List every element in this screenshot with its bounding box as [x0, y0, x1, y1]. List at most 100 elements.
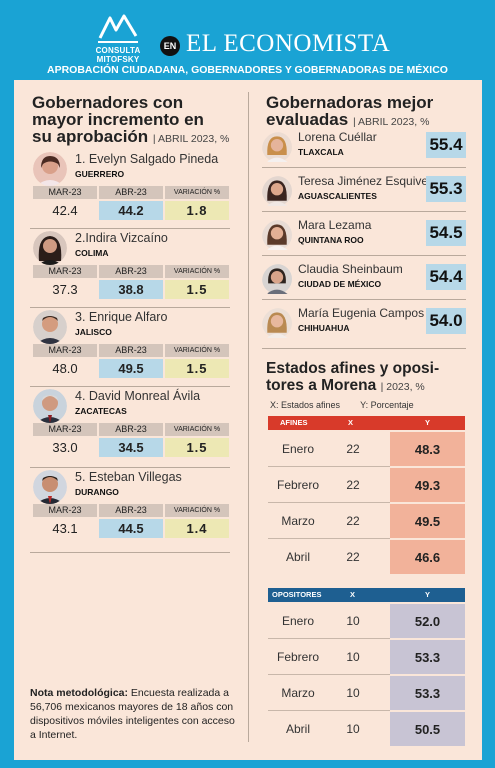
governor-state: GUERRERO	[75, 169, 125, 179]
governor-name: María Eugenia Campos	[298, 306, 425, 320]
avatar	[262, 264, 296, 298]
value-var: 1.5	[165, 438, 229, 457]
governor-name: Claudia Sheinbaum	[298, 262, 403, 276]
governor-name: Mara Lezama	[298, 218, 372, 232]
table-row: Marzo 22 49.5	[268, 504, 465, 539]
col-header-var: VARIACIÓN %	[165, 504, 229, 517]
row-divider	[30, 552, 230, 553]
month-cell: Enero	[281, 614, 315, 628]
row-divider	[30, 228, 230, 229]
value-var: 1.5	[165, 359, 229, 378]
left-section-date: | ABRIL 2023, %	[152, 133, 230, 145]
col-header-abr: ABR-23	[99, 504, 163, 517]
x-cell: 10	[346, 686, 360, 700]
brand-title: EL ECONOMISTA	[186, 30, 391, 57]
avatar	[33, 310, 67, 344]
governor-card: Mara Lezama QUINTANA ROO 54.5	[262, 218, 466, 256]
governor-name: Teresa Jiménez Esquivel	[298, 174, 431, 188]
approval-score: 55.4	[426, 132, 466, 158]
row-divider	[30, 307, 230, 308]
governor-state: CHIHUAHUA	[298, 323, 350, 333]
row-divider	[262, 167, 466, 168]
col-header-abr: ABR-23	[99, 186, 163, 199]
value-mar: 48.0	[52, 361, 78, 376]
column-divider	[248, 92, 249, 742]
avatar	[262, 176, 296, 210]
col-header-abr: ABR-23	[99, 423, 163, 436]
header: CONSULTA MITOFSKY EN EL ECONOMISTA APROB…	[0, 0, 495, 80]
col-header-var: VARIACIÓN %	[165, 186, 229, 199]
col-header-var: VARIACIÓN %	[165, 423, 229, 436]
y-cell: 49.3	[390, 468, 465, 503]
governor-card: 4. David Monreal Ávila ZACATECAS MAR-23 …	[33, 389, 229, 467]
row-divider	[262, 348, 466, 349]
y-cell: 53.3	[390, 640, 465, 675]
consulta-mitofsky-logo: CONSULTA MITOFSKY	[78, 14, 158, 64]
table-row: Marzo 10 53.3	[268, 676, 465, 711]
approval-table: MAR-23 ABR-23 VARIACIÓN % 42.4 44.2 1.8	[33, 186, 229, 222]
x-cell: 10	[346, 722, 360, 736]
x-cell: 10	[346, 614, 360, 628]
approval-score: 55.3	[426, 176, 466, 202]
value-var: 1.8	[165, 201, 229, 220]
approval-score: 54.4	[426, 264, 466, 290]
month-cell: Marzo	[281, 686, 315, 700]
approval-score: 54.5	[426, 220, 466, 246]
row-divider	[262, 211, 466, 212]
avatar	[262, 308, 296, 342]
logo-mark-icon	[98, 14, 138, 43]
governor-state: JALISCO	[75, 327, 112, 337]
value-abr: 44.5	[99, 519, 163, 538]
governor-state: AGUASCALIENTES	[298, 191, 377, 201]
value-var: 1.5	[165, 280, 229, 299]
x-cell: 22	[346, 478, 360, 492]
governor-card: Teresa Jiménez Esquivel AGUASCALIENTES 5…	[262, 174, 466, 212]
row-divider	[262, 299, 466, 300]
methodology-note: Nota metodológica: Encuesta realizada a …	[30, 686, 235, 742]
table-row: Abril 22 46.6	[268, 540, 465, 575]
governor-state: QUINTANA ROO	[298, 235, 364, 245]
x-cell: 22	[346, 514, 360, 528]
governor-state: CIUDAD DE MÉXICO	[298, 279, 382, 289]
table-row: Febrero 22 49.3	[268, 468, 465, 503]
value-mar: 33.0	[52, 440, 78, 455]
row-divider	[30, 467, 230, 468]
avatar	[33, 231, 67, 265]
right-section-date: | ABRIL 2023, %	[352, 116, 430, 128]
month-cell: Marzo	[281, 514, 315, 528]
governor-card: Lorena Cuéllar TLAXCALA 55.4	[262, 130, 466, 168]
afines-table-header: AFINES X Y	[268, 416, 465, 430]
month-cell: Abril	[285, 722, 310, 736]
approval-table: MAR-23 ABR-23 VARIACIÓN % 48.0 49.5 1.5	[33, 344, 229, 380]
governor-name: 5. Esteban Villegas	[75, 470, 182, 484]
legend-x: X: Estados afines	[270, 400, 341, 410]
states-legend: X: Estados afines Y: Porcentaje	[270, 400, 414, 410]
y-cell: 49.5	[390, 504, 465, 539]
governor-card: 5. Esteban Villegas DURANGO MAR-23 ABR-2…	[33, 470, 229, 548]
value-abr: 38.8	[99, 280, 163, 299]
governor-card: 1. Evelyn Salgado Pineda GUERRERO MAR-23…	[33, 152, 229, 230]
col-header-var: VARIACIÓN %	[165, 265, 229, 278]
note-label: Nota metodológica:	[30, 687, 129, 699]
approval-table: MAR-23 ABR-23 VARIACIÓN % 43.1 44.5 1.4	[33, 504, 229, 540]
col-header-abr: ABR-23	[99, 344, 163, 357]
month-cell: Enero	[281, 442, 315, 456]
opositores-x-header: X	[350, 590, 356, 599]
governor-card: María Eugenia Campos CHIHUAHUA 54.0	[262, 306, 466, 344]
y-cell: 50.5	[390, 712, 465, 747]
en-badge: EN	[160, 36, 180, 56]
governor-name: 2.Indira Vizcaíno	[75, 231, 168, 245]
governor-card: 2.Indira Vizcaíno COLIMA MAR-23 ABR-23 V…	[33, 231, 229, 309]
col-header-var: VARIACIÓN %	[165, 344, 229, 357]
month-cell: Febrero	[276, 478, 320, 492]
governor-state: DURANGO	[75, 487, 119, 497]
governor-card: Claudia Sheinbaum CIUDAD DE MÉXICO 54.4	[262, 262, 466, 300]
avatar	[33, 470, 67, 504]
col-header-mar: MAR-23	[33, 423, 97, 436]
governor-state: COLIMA	[75, 248, 109, 258]
left-section-title: Gobernadores con mayor incremento en su …	[32, 93, 230, 146]
afines-y-header: Y	[425, 418, 431, 427]
governor-state: TLAXCALA	[298, 147, 344, 157]
value-mar: 37.3	[52, 282, 78, 297]
states-section-title: Estados afines y oposi- tores a Morena |…	[266, 360, 440, 394]
